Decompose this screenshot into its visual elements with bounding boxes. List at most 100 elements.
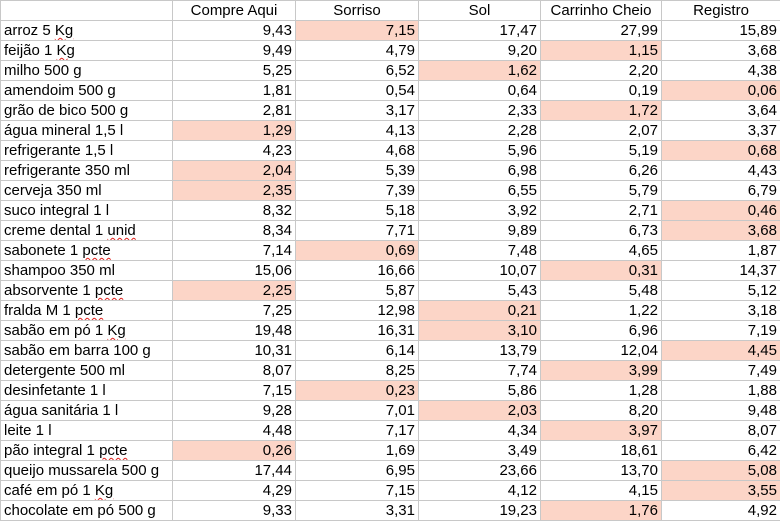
price-cell-registro[interactable]: 3,68 xyxy=(662,41,780,61)
price-cell-sorriso[interactable]: 16,66 xyxy=(296,261,419,281)
price-cell-carrinho-cheio[interactable]: 0,19 xyxy=(541,81,662,101)
product-name-cell[interactable]: refrigerante 350 ml xyxy=(1,161,173,181)
header-cell-sol[interactable]: Sol xyxy=(419,1,541,21)
price-cell-sorriso[interactable]: 7,15 xyxy=(296,481,419,501)
price-cell-carrinho-cheio[interactable]: 6,26 xyxy=(541,161,662,181)
price-cell-sorriso[interactable]: 4,68 xyxy=(296,141,419,161)
price-cell-registro[interactable]: 5,12 xyxy=(662,281,780,301)
price-cell-sorriso[interactable]: 1,69 xyxy=(296,441,419,461)
product-name-cell[interactable]: sabonete 1 pcte xyxy=(1,241,173,261)
price-cell-carrinho-cheio[interactable]: 5,19 xyxy=(541,141,662,161)
price-cell-compre-aqui[interactable]: 17,44 xyxy=(173,461,296,481)
price-cell-carrinho-cheio[interactable]: 1,28 xyxy=(541,381,662,401)
price-cell-compre-aqui[interactable]: 9,33 xyxy=(173,501,296,521)
product-name-cell[interactable]: sabão em barra 100 g xyxy=(1,341,173,361)
price-cell-sol[interactable]: 5,96 xyxy=(419,141,541,161)
product-name-cell[interactable]: café em pó 1 Kg xyxy=(1,481,173,501)
price-cell-carrinho-cheio[interactable]: 18,61 xyxy=(541,441,662,461)
price-cell-sol[interactable]: 2,33 xyxy=(419,101,541,121)
price-cell-registro[interactable]: 7,49 xyxy=(662,361,780,381)
price-cell-carrinho-cheio[interactable]: 6,73 xyxy=(541,221,662,241)
price-cell-compre-aqui[interactable]: 2,81 xyxy=(173,101,296,121)
price-cell-registro[interactable]: 0,68 xyxy=(662,141,780,161)
product-name-cell[interactable]: creme dental 1 unid xyxy=(1,221,173,241)
price-cell-sorriso[interactable]: 0,69 xyxy=(296,241,419,261)
product-name-cell[interactable]: leite 1 l xyxy=(1,421,173,441)
product-name-cell[interactable]: absorvente 1 pcte xyxy=(1,281,173,301)
product-name-cell[interactable]: queijo mussarela 500 g xyxy=(1,461,173,481)
header-cell-sorriso[interactable]: Sorriso xyxy=(296,1,419,21)
price-cell-compre-aqui[interactable]: 1,29 xyxy=(173,121,296,141)
price-cell-sorriso[interactable]: 5,39 xyxy=(296,161,419,181)
price-cell-carrinho-cheio[interactable]: 1,15 xyxy=(541,41,662,61)
price-cell-compre-aqui[interactable]: 1,81 xyxy=(173,81,296,101)
price-cell-sol[interactable]: 4,12 xyxy=(419,481,541,501)
price-cell-registro[interactable]: 0,46 xyxy=(662,201,780,221)
price-cell-sol[interactable]: 2,03 xyxy=(419,401,541,421)
price-cell-compre-aqui[interactable]: 8,32 xyxy=(173,201,296,221)
price-cell-compre-aqui[interactable]: 4,29 xyxy=(173,481,296,501)
product-name-cell[interactable]: feijão 1 Kg xyxy=(1,41,173,61)
price-cell-sol[interactable]: 3,92 xyxy=(419,201,541,221)
price-cell-sol[interactable]: 13,79 xyxy=(419,341,541,361)
price-cell-sol[interactable]: 0,64 xyxy=(419,81,541,101)
product-name-cell[interactable]: sabão em pó 1 Kg xyxy=(1,321,173,341)
product-name-cell[interactable]: amendoim 500 g xyxy=(1,81,173,101)
price-cell-compre-aqui[interactable]: 9,49 xyxy=(173,41,296,61)
price-cell-sorriso[interactable]: 12,98 xyxy=(296,301,419,321)
price-cell-carrinho-cheio[interactable]: 3,99 xyxy=(541,361,662,381)
price-cell-sorriso[interactable]: 4,13 xyxy=(296,121,419,141)
price-cell-sol[interactable]: 5,86 xyxy=(419,381,541,401)
price-cell-registro[interactable]: 4,43 xyxy=(662,161,780,181)
price-cell-sol[interactable]: 7,48 xyxy=(419,241,541,261)
price-cell-registro[interactable]: 5,08 xyxy=(662,461,780,481)
price-cell-sorriso[interactable]: 16,31 xyxy=(296,321,419,341)
price-cell-sorriso[interactable]: 0,54 xyxy=(296,81,419,101)
price-cell-registro[interactable]: 3,68 xyxy=(662,221,780,241)
price-cell-compre-aqui[interactable]: 7,15 xyxy=(173,381,296,401)
price-cell-sorriso[interactable]: 7,39 xyxy=(296,181,419,201)
price-cell-compre-aqui[interactable]: 0,26 xyxy=(173,441,296,461)
price-cell-carrinho-cheio[interactable]: 2,71 xyxy=(541,201,662,221)
price-cell-sol[interactable]: 19,23 xyxy=(419,501,541,521)
price-cell-compre-aqui[interactable]: 7,25 xyxy=(173,301,296,321)
product-name-cell[interactable]: detergente 500 ml xyxy=(1,361,173,381)
header-cell-registro[interactable]: Registro xyxy=(662,1,780,21)
header-cell-product[interactable] xyxy=(1,1,173,21)
price-cell-sorriso[interactable]: 3,31 xyxy=(296,501,419,521)
price-cell-sol[interactable]: 17,47 xyxy=(419,21,541,41)
price-cell-sol[interactable]: 9,20 xyxy=(419,41,541,61)
price-cell-carrinho-cheio[interactable]: 2,07 xyxy=(541,121,662,141)
price-cell-sol[interactable]: 7,74 xyxy=(419,361,541,381)
product-name-cell[interactable]: refrigerante 1,5 l xyxy=(1,141,173,161)
price-cell-carrinho-cheio[interactable]: 4,65 xyxy=(541,241,662,261)
price-cell-registro[interactable]: 3,18 xyxy=(662,301,780,321)
price-cell-sorriso[interactable]: 6,14 xyxy=(296,341,419,361)
price-cell-carrinho-cheio[interactable]: 5,79 xyxy=(541,181,662,201)
price-cell-carrinho-cheio[interactable]: 2,20 xyxy=(541,61,662,81)
price-cell-compre-aqui[interactable]: 2,35 xyxy=(173,181,296,201)
price-cell-sorriso[interactable]: 3,17 xyxy=(296,101,419,121)
product-name-cell[interactable]: pão integral 1 pcte xyxy=(1,441,173,461)
price-cell-sorriso[interactable]: 8,25 xyxy=(296,361,419,381)
price-cell-sol[interactable]: 4,34 xyxy=(419,421,541,441)
price-cell-carrinho-cheio[interactable]: 1,22 xyxy=(541,301,662,321)
price-cell-carrinho-cheio[interactable]: 8,20 xyxy=(541,401,662,421)
product-name-cell[interactable]: cerveja 350 ml xyxy=(1,181,173,201)
price-cell-compre-aqui[interactable]: 9,43 xyxy=(173,21,296,41)
price-cell-sorriso[interactable]: 4,79 xyxy=(296,41,419,61)
price-cell-sorriso[interactable]: 6,95 xyxy=(296,461,419,481)
price-cell-sol[interactable]: 2,28 xyxy=(419,121,541,141)
price-cell-registro[interactable]: 3,37 xyxy=(662,121,780,141)
price-cell-carrinho-cheio[interactable]: 13,70 xyxy=(541,461,662,481)
price-cell-carrinho-cheio[interactable]: 4,15 xyxy=(541,481,662,501)
price-cell-registro[interactable]: 4,45 xyxy=(662,341,780,361)
price-cell-registro[interactable]: 3,64 xyxy=(662,101,780,121)
price-cell-sorriso[interactable]: 5,87 xyxy=(296,281,419,301)
product-name-cell[interactable]: arroz 5 Kg xyxy=(1,21,173,41)
price-cell-carrinho-cheio[interactable]: 3,97 xyxy=(541,421,662,441)
price-cell-registro[interactable]: 6,79 xyxy=(662,181,780,201)
price-cell-sol[interactable]: 5,43 xyxy=(419,281,541,301)
product-name-cell[interactable]: fralda M 1 pcte xyxy=(1,301,173,321)
price-cell-registro[interactable]: 0,06 xyxy=(662,81,780,101)
